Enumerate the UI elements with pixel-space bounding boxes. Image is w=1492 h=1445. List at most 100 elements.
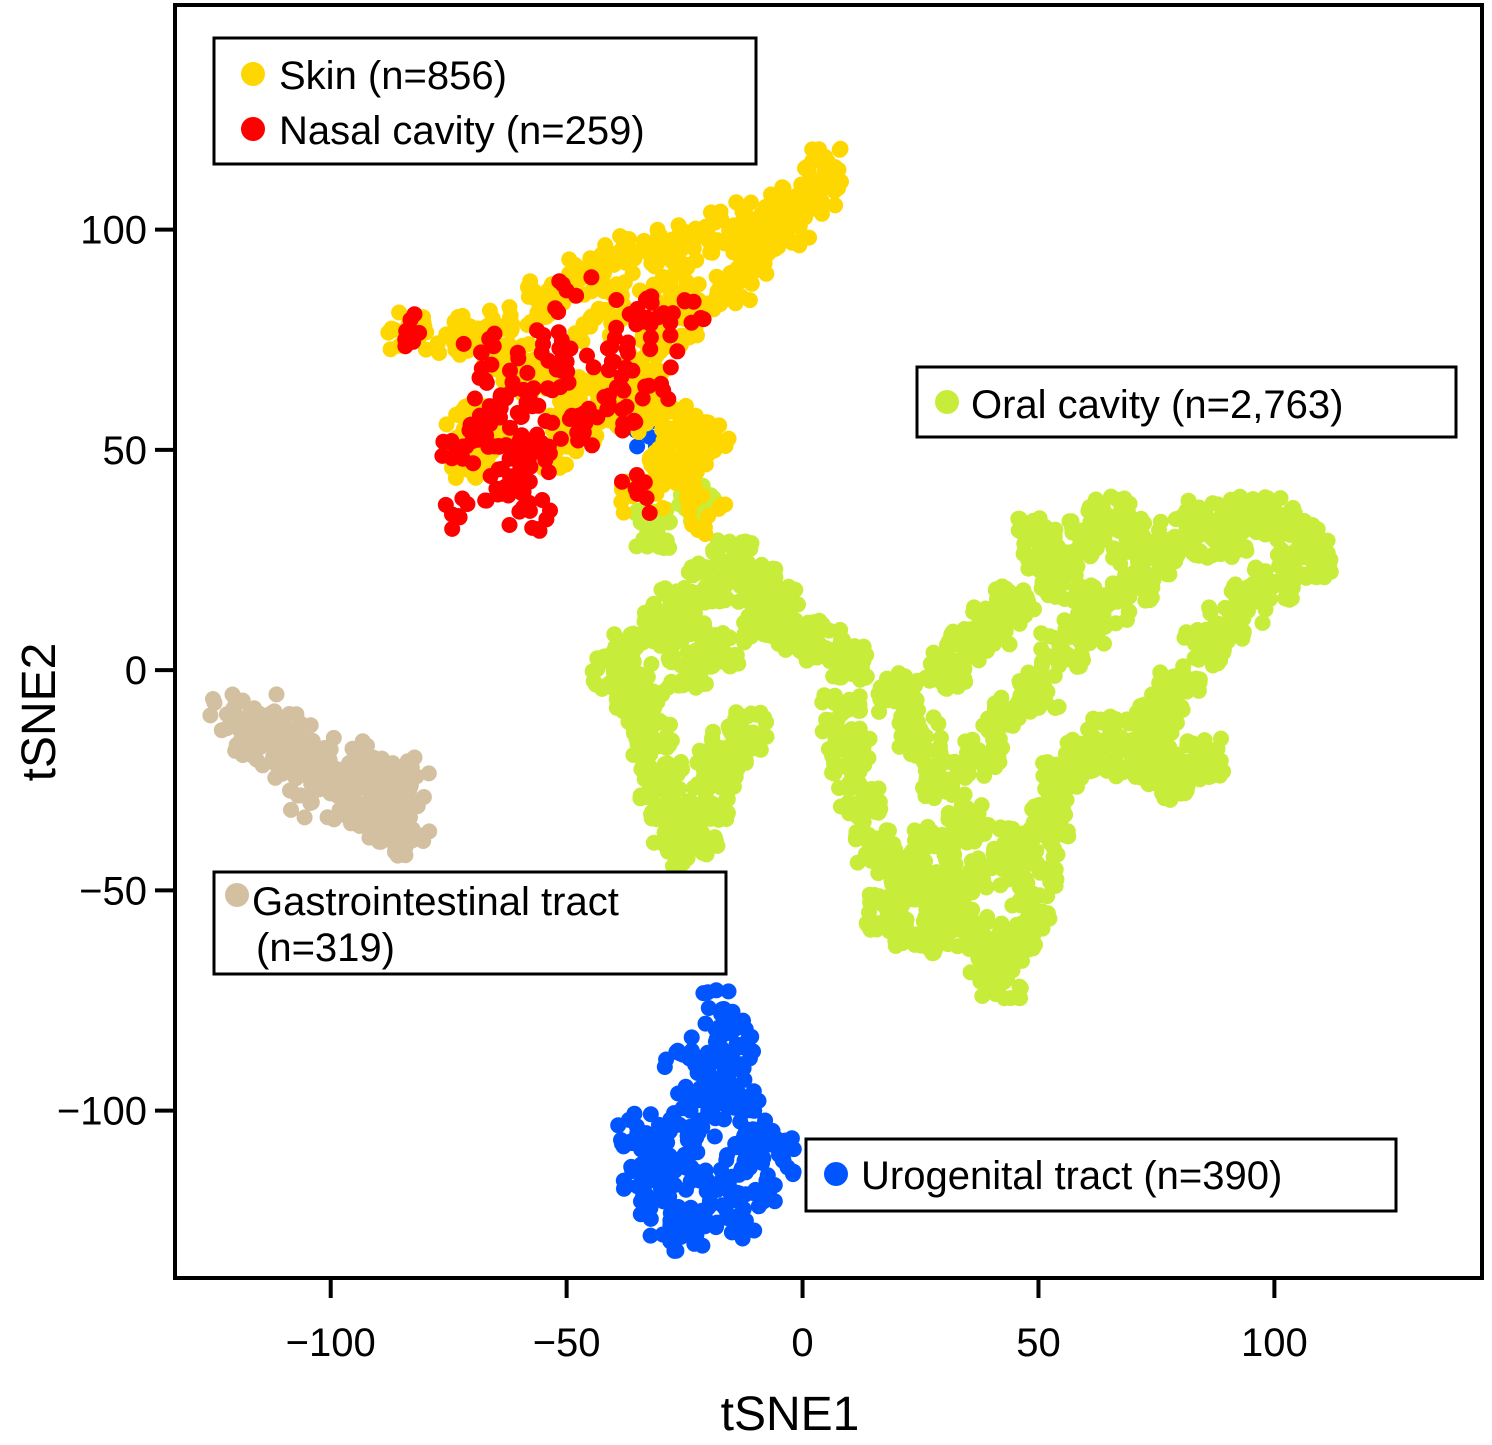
data-point [942,864,958,880]
y-tick-label: 50 [103,429,148,473]
data-point [735,1164,751,1180]
data-point [731,1221,747,1237]
data-point [718,1152,734,1168]
data-point [1276,565,1292,581]
x-tick-label: 0 [791,1321,813,1365]
data-point [604,353,620,369]
data-point [297,809,313,825]
data-point [758,714,774,730]
data-point [530,433,546,449]
data-point [697,526,713,542]
data-point [1228,585,1244,601]
data-point [467,469,483,485]
data-point [1050,791,1066,807]
data-point [1052,561,1068,577]
data-point [1086,579,1102,595]
legend-skin-nasal: Skin (n=856) Nasal cavity (n=259) [214,38,756,164]
data-point [644,295,660,311]
data-point [992,877,1008,893]
data-point [755,1119,771,1135]
data-point [678,1079,694,1095]
data-point [771,209,787,225]
data-point [767,241,783,257]
legend-oral: Oral cavity (n=2,763) [917,367,1456,437]
data-point [1320,551,1336,567]
data-point [1103,489,1119,505]
data-point [682,809,698,825]
data-point [827,197,843,213]
data-point [661,650,677,666]
data-point [327,760,343,776]
data-point [697,564,713,580]
data-point [1180,734,1196,750]
data-point [555,349,571,365]
data-point [680,793,696,809]
data-point [705,724,721,740]
data-point [538,511,554,527]
data-point [1008,934,1024,950]
data-point [1201,599,1217,615]
x-tick-label: −100 [286,1321,376,1365]
data-point [304,775,320,791]
data-point [483,357,499,373]
legend-label-uro: Urogenital tract (n=390) [861,1154,1282,1198]
data-point [229,737,245,753]
data-point [389,764,405,780]
data-point [867,887,883,903]
data-point [708,982,724,998]
data-point [752,1139,768,1155]
data-point [964,884,980,900]
data-point [826,695,842,711]
data-point [642,758,658,774]
data-point [976,749,992,765]
data-point [529,322,545,338]
data-point [1161,781,1177,797]
data-point [743,706,759,722]
data-point [1273,490,1289,506]
data-point [1081,608,1097,624]
data-point [742,625,758,641]
y-axis-label: tSNE2 [13,643,66,782]
data-point [679,260,695,276]
data-point [964,902,980,918]
data-point [700,633,716,649]
data-point [959,745,975,761]
data-point [777,621,793,637]
legend-marker-skin [241,62,265,86]
data-point [500,488,516,504]
data-point [607,652,623,668]
data-point [586,359,602,375]
data-point [302,795,318,811]
data-point [942,835,958,851]
data-point [1020,843,1036,859]
data-point [554,363,570,379]
x-tick-label: 100 [1241,1321,1308,1365]
y-tick-label: −50 [79,869,147,913]
data-point [614,402,630,418]
data-point [1236,624,1252,640]
data-point [359,738,375,754]
data-point [345,741,361,757]
data-point [397,840,413,856]
data-point [1201,769,1217,785]
data-point [686,294,702,310]
data-point [664,612,680,628]
data-point [663,674,679,690]
data-point [879,822,895,838]
data-point [787,582,803,598]
data-point [384,321,400,337]
data-point [978,817,994,833]
legend-gastrointestinal: Gastrointestinal tract (n=319) [214,872,726,974]
data-point [642,505,658,521]
data-point [622,306,638,322]
data-point [848,824,864,840]
data-point [741,608,757,624]
data-point [635,678,651,694]
data-point [502,299,518,315]
legend-urogenital: Urogenital tract (n=390) [806,1139,1396,1211]
data-point [758,616,774,632]
data-point [929,897,945,913]
data-point [606,626,622,642]
data-point [1181,500,1197,516]
data-point [614,474,630,490]
